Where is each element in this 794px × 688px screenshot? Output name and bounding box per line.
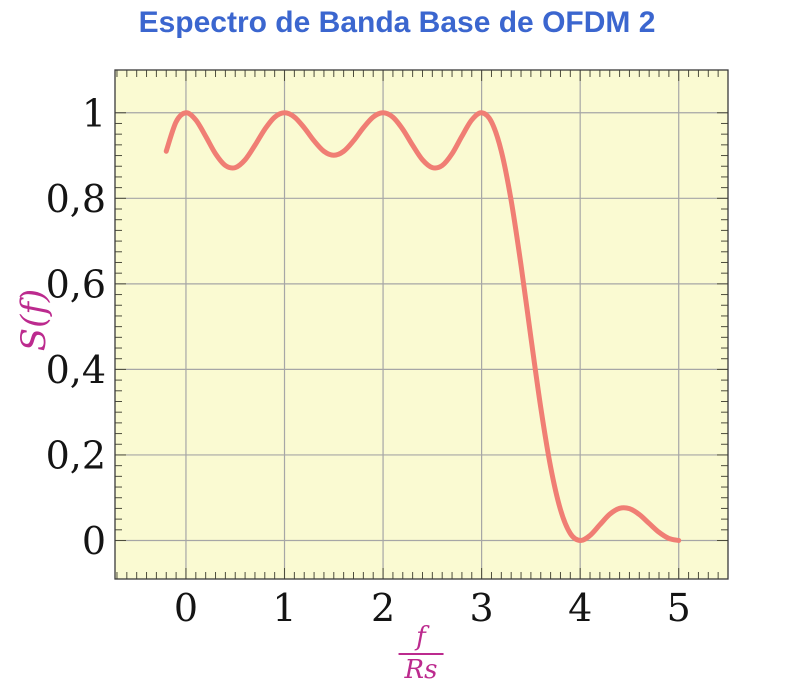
y-tick-label: 0,4	[46, 348, 106, 392]
y-tick-label: 0,6	[46, 262, 106, 306]
y-tick-label: 1	[82, 91, 106, 135]
x-tick-label: 3	[470, 586, 494, 630]
x-tick-label: 2	[371, 586, 395, 630]
spectrum-curve	[163, 110, 682, 544]
y-tick-label: 0	[82, 519, 106, 563]
x-tick-label: 5	[667, 586, 691, 630]
chart-title: Espectro de Banda Base de OFDM 2	[138, 6, 656, 39]
x-axis-label: f Rs	[398, 622, 444, 685]
y-axis-label-text: S(f)	[14, 288, 54, 352]
x-axis-label-numerator: f	[416, 622, 426, 652]
y-axis-label: S(f)	[14, 289, 54, 351]
x-tick-label: 1	[272, 586, 296, 630]
plot-frame	[114, 69, 729, 580]
x-axis-label-denominator: Rs	[398, 653, 444, 684]
x-tick-label: 4	[568, 586, 592, 630]
plot-area	[115, 70, 728, 579]
y-tick-label: 0,2	[46, 433, 106, 477]
y-tick-label: 0,8	[46, 177, 106, 221]
x-tick-label: 0	[174, 586, 198, 630]
